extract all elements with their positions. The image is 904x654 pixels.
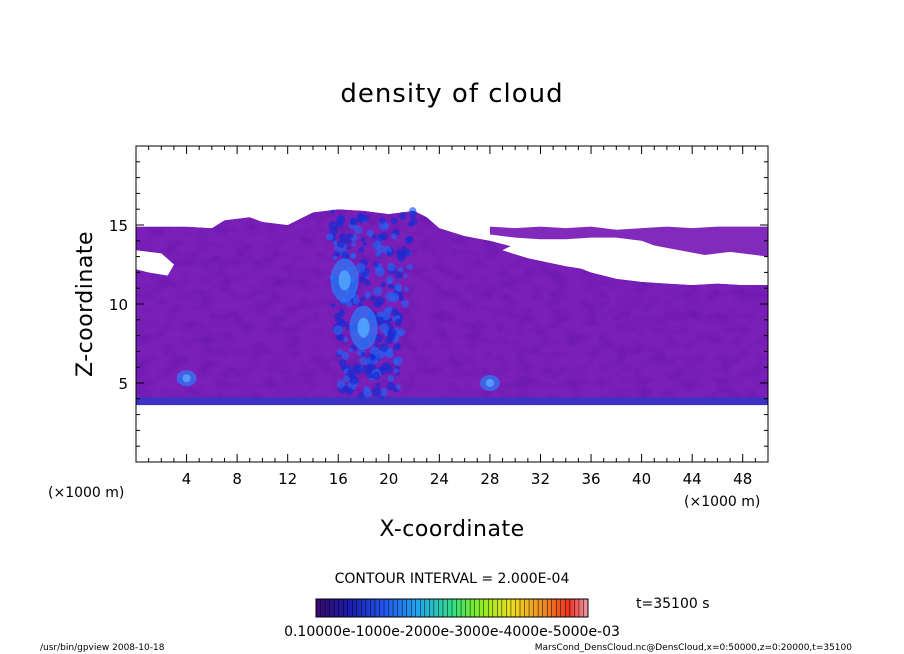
x-tick-label: 48	[733, 470, 752, 488]
x-tick-labels: 4 8 12 16 20 24 28 32 36 40 44 48	[182, 470, 752, 488]
density-field	[136, 146, 768, 462]
x-tick-label: 44	[683, 470, 702, 488]
y-tick-label: 15	[109, 217, 128, 235]
x-unit-right: (×1000 m)	[684, 494, 760, 510]
x-tick-label: 40	[632, 470, 651, 488]
x-axis-title: X-coordinate	[379, 517, 524, 542]
x-tick-label: 20	[379, 470, 398, 488]
x-unit-left: (×1000 m)	[48, 485, 124, 501]
x-tick-label: 24	[430, 470, 449, 488]
y-tick-label: 5	[118, 375, 128, 393]
x-tick-label: 36	[581, 470, 600, 488]
y-tick-labels: 5 10 15	[109, 217, 128, 393]
y-axis-title: Z-coordinate	[73, 231, 98, 377]
x-tick-label: 8	[232, 470, 242, 488]
x-tick-label: 16	[329, 470, 348, 488]
x-tick-label: 28	[480, 470, 499, 488]
y-tick-label: 10	[109, 296, 128, 314]
x-tick-label: 4	[182, 470, 192, 488]
contour-interval: CONTOUR INTERVAL = 2.000E-04	[335, 571, 570, 587]
footer-right: MarsCond_DensCloud.nc@DensCloud,x=0:5000…	[535, 643, 852, 653]
chart-title: density of cloud	[340, 79, 563, 109]
base-band	[136, 397, 768, 405]
footer-left: /usr/bin/gpview 2008-10-18	[40, 643, 165, 653]
colorbar-tick-labels: 0.10000e-1000e-2000e-3000e-4000e-5000e-0…	[284, 624, 620, 640]
x-tick-label: 32	[531, 470, 550, 488]
time-label: t=35100 s	[636, 596, 710, 612]
x-tick-label: 12	[278, 470, 297, 488]
